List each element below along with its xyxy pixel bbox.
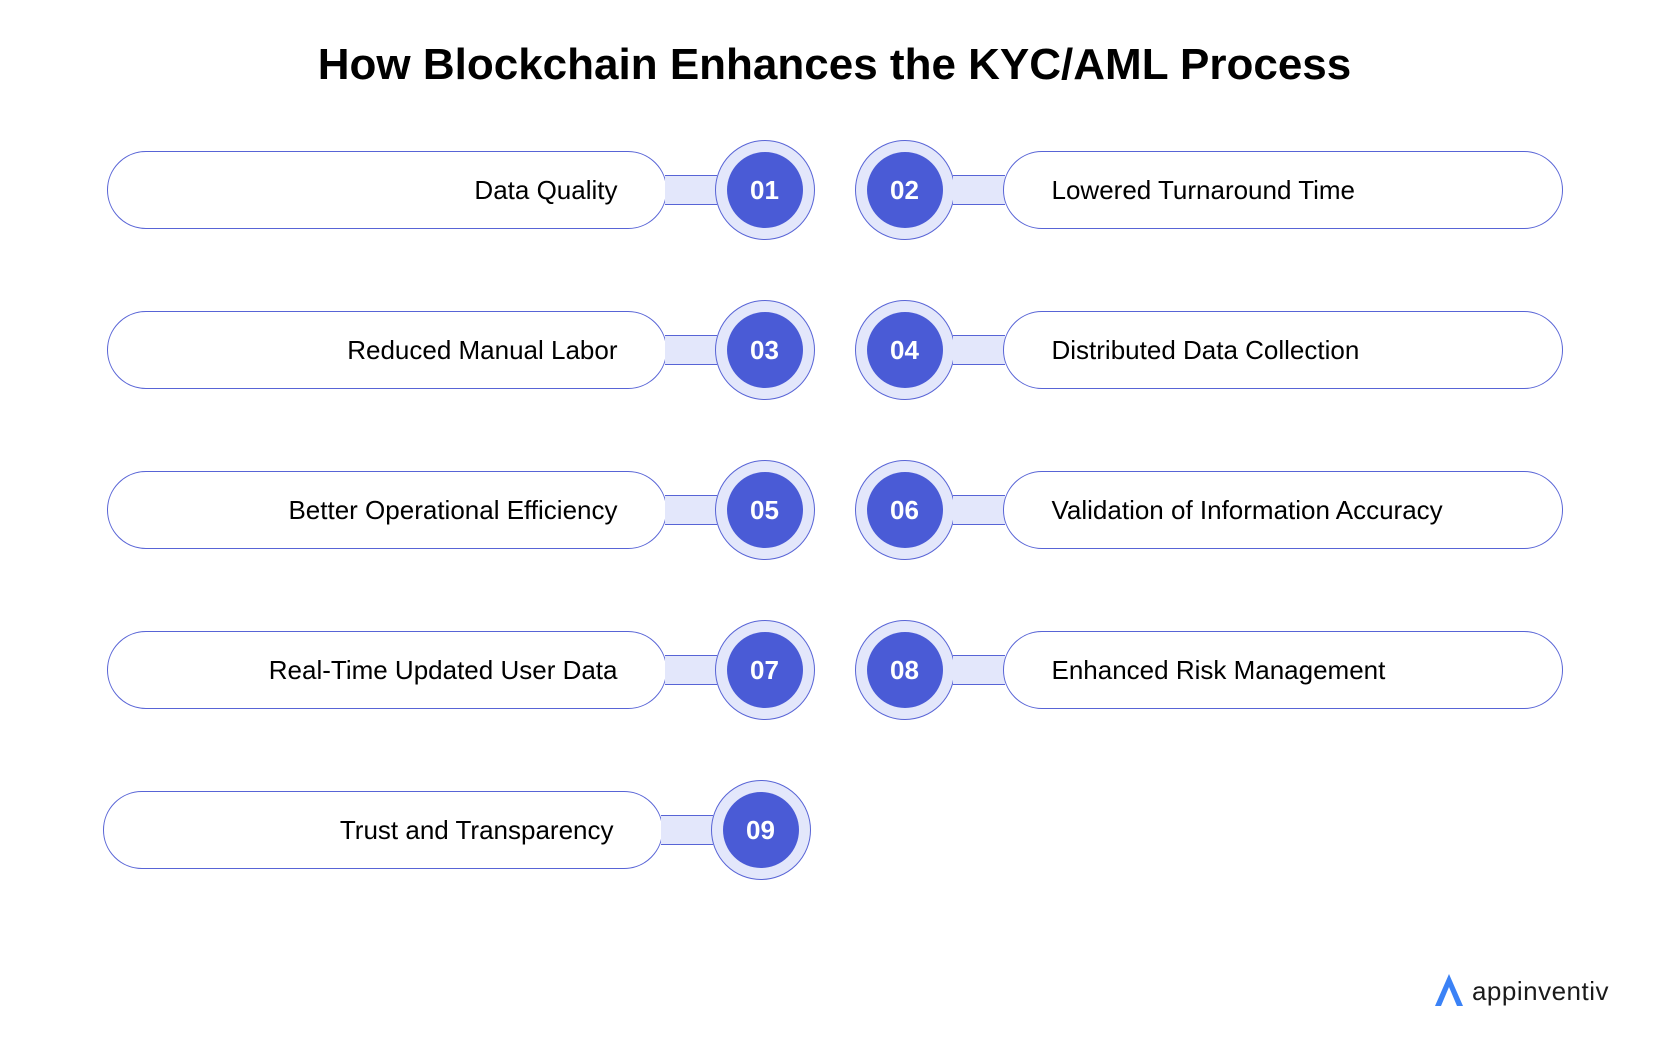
list-item: 04 Distributed Data Collection [855, 300, 1563, 400]
item-label: Validation of Information Accuracy [1052, 495, 1443, 526]
connector [953, 655, 1005, 685]
list-item: Trust and Transparency 09 [103, 780, 811, 880]
number-badge-ring: 08 [855, 620, 955, 720]
item-label: Trust and Transparency [340, 815, 614, 846]
number-badge: 02 [867, 152, 943, 228]
list-item: Real-Time Updated User Data 07 [107, 620, 815, 720]
page-title: How Blockchain Enhances the KYC/AML Proc… [0, 0, 1669, 120]
item-pill: Distributed Data Collection [1003, 311, 1563, 389]
logo-mark-icon [1432, 972, 1466, 1010]
connector [953, 495, 1005, 525]
item-label: Data Quality [474, 175, 617, 206]
number-badge-ring: 02 [855, 140, 955, 240]
item-pill: Real-Time Updated User Data [107, 631, 667, 709]
number-badge: 06 [867, 472, 943, 548]
item-pill: Enhanced Risk Management [1003, 631, 1563, 709]
list-item: Reduced Manual Labor 03 [107, 300, 815, 400]
item-row: Reduced Manual Labor 03 04 Distributed Data… [80, 300, 1589, 400]
connector [661, 815, 713, 845]
item-row: Real-Time Updated User Data 07 08 Enhanced … [80, 620, 1589, 720]
connector [665, 335, 717, 365]
item-row: Trust and Transparency 09 [80, 780, 1589, 880]
number-badge-ring: 05 [715, 460, 815, 560]
number-badge: 01 [727, 152, 803, 228]
number-badge: 09 [723, 792, 799, 868]
connector [665, 175, 717, 205]
number-badge: 03 [727, 312, 803, 388]
number-badge-ring: 03 [715, 300, 815, 400]
connector [953, 335, 1005, 365]
items-grid: Data Quality 01 02 Lowered Turnaround Time R… [0, 120, 1669, 880]
item-row: Data Quality 01 02 Lowered Turnaround Time [80, 140, 1589, 240]
item-label: Better Operational Efficiency [288, 495, 617, 526]
item-pill: Better Operational Efficiency [107, 471, 667, 549]
list-item: 02 Lowered Turnaround Time [855, 140, 1563, 240]
logo-text: appinventiv [1472, 976, 1609, 1007]
item-pill: Data Quality [107, 151, 667, 229]
connector [953, 175, 1005, 205]
number-badge-ring: 07 [715, 620, 815, 720]
connector [665, 655, 717, 685]
item-label: Lowered Turnaround Time [1052, 175, 1356, 206]
list-item: Better Operational Efficiency 05 [107, 460, 815, 560]
list-item: 08 Enhanced Risk Management [855, 620, 1563, 720]
number-badge: 04 [867, 312, 943, 388]
number-badge: 08 [867, 632, 943, 708]
item-label: Real-Time Updated User Data [269, 655, 618, 686]
number-badge-ring: 01 [715, 140, 815, 240]
number-badge-ring: 04 [855, 300, 955, 400]
list-item: 06 Validation of Information Accuracy [855, 460, 1563, 560]
brand-logo: appinventiv [1432, 972, 1609, 1010]
item-pill: Validation of Information Accuracy [1003, 471, 1563, 549]
number-badge-ring: 06 [855, 460, 955, 560]
number-badge: 05 [727, 472, 803, 548]
list-item: Data Quality 01 [107, 140, 815, 240]
item-label: Enhanced Risk Management [1052, 655, 1386, 686]
number-badge: 07 [727, 632, 803, 708]
item-pill: Reduced Manual Labor [107, 311, 667, 389]
number-badge-ring: 09 [711, 780, 811, 880]
item-label: Reduced Manual Labor [347, 335, 617, 366]
item-pill: Trust and Transparency [103, 791, 663, 869]
connector [665, 495, 717, 525]
item-row: Better Operational Efficiency 05 06 Validat… [80, 460, 1589, 560]
item-label: Distributed Data Collection [1052, 335, 1360, 366]
item-pill: Lowered Turnaround Time [1003, 151, 1563, 229]
